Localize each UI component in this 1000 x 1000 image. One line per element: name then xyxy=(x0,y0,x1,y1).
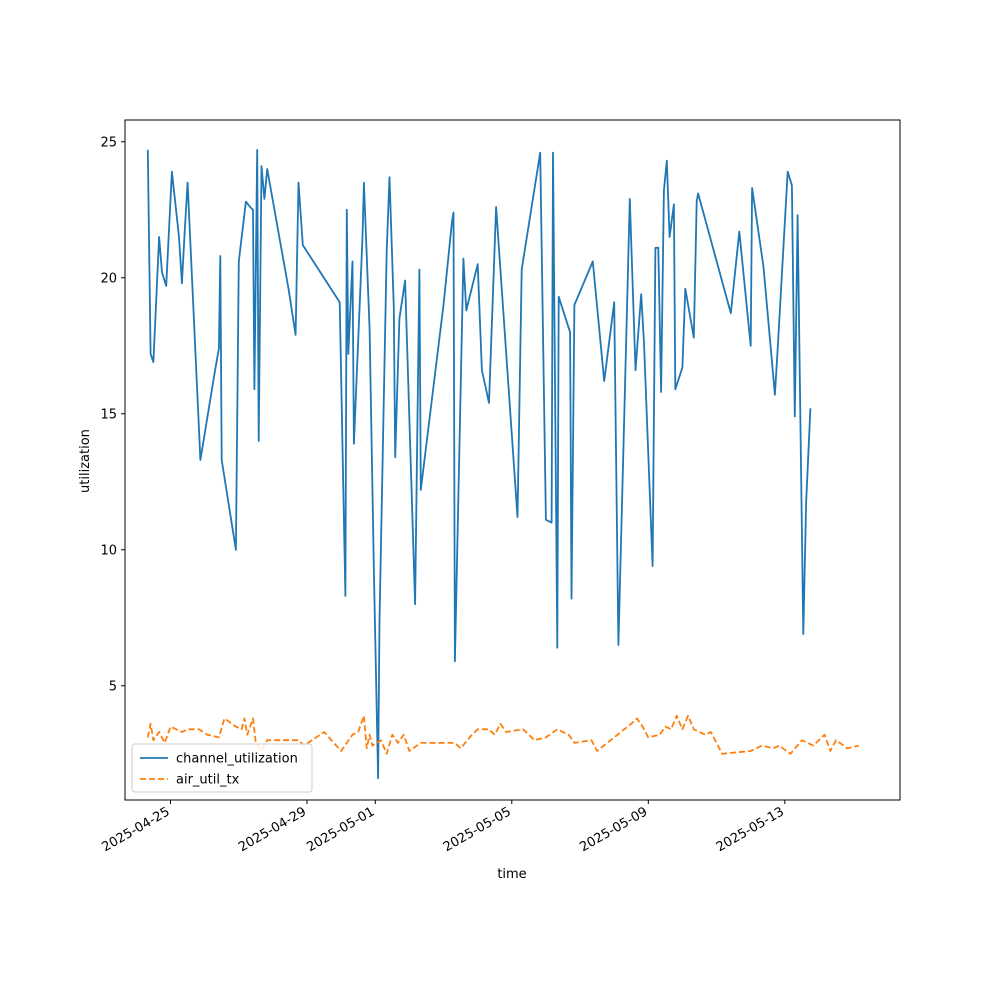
plot-area xyxy=(125,120,900,800)
legend: channel_utilization air_util_tx xyxy=(131,743,313,793)
y-tick-label: 10 xyxy=(100,543,117,558)
y-tick-label: 5 xyxy=(109,679,117,694)
y-tick-label: 20 xyxy=(100,271,117,286)
legend-label: channel_utilization xyxy=(176,752,298,767)
y-axis-ticks: 5 10 15 20 25 xyxy=(100,135,125,694)
legend-box xyxy=(131,743,313,793)
x-axis-label: time xyxy=(497,867,526,882)
y-tick-label: 15 xyxy=(100,407,117,422)
y-tick-label: 25 xyxy=(100,135,117,150)
legend-label: air_util_tx xyxy=(176,773,240,788)
series-layer xyxy=(146,149,860,780)
series-line-air_util_tx xyxy=(146,714,860,755)
y-axis-label: utilization xyxy=(78,429,93,493)
series-line-channel_utilization xyxy=(146,149,812,780)
plot-frame xyxy=(124,119,901,801)
